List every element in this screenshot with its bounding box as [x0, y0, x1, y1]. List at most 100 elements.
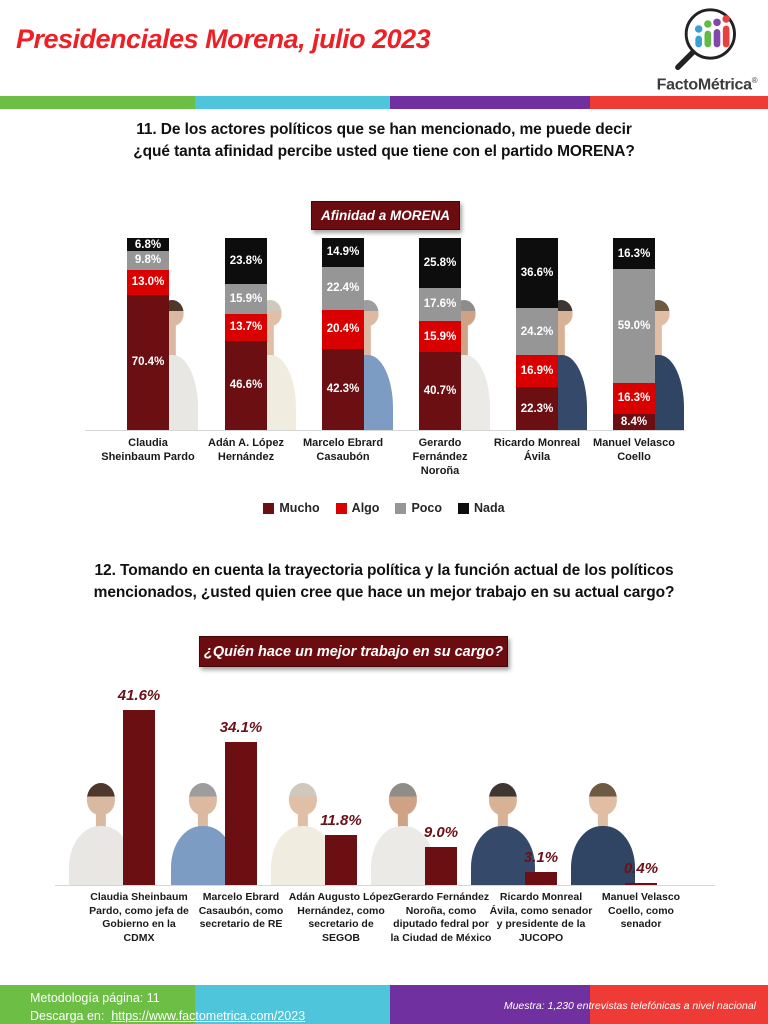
best-job-bar-chart: 41.6% 34.1% 11.8% 9.0% 3.1% 0.4%: [0, 687, 768, 885]
photo-shoulders: [271, 825, 335, 885]
legend-label: Nada: [474, 501, 505, 515]
value-label: 25.8%: [423, 256, 457, 269]
value-label: 22.4%: [326, 282, 360, 295]
value-label: 70.4%: [131, 356, 165, 369]
candidate-photo: [271, 783, 335, 885]
photo-shoulders: [471, 825, 535, 885]
stacked-bar: 42.3% 20.4% 22.4% 14.9%: [322, 238, 364, 430]
photo-head: [188, 783, 218, 815]
value-label: 24.2%: [520, 325, 554, 338]
photo-neck: [265, 320, 275, 360]
photo-neck: [95, 808, 107, 840]
bar-segment-mucho: 42.3%: [322, 348, 364, 430]
bar-segment-mucho: 40.7%: [419, 351, 461, 430]
photo-shoulders: [69, 825, 133, 885]
value-label: 40.7%: [423, 384, 457, 397]
category-label: Gerardo Fernández Noroña, como diputado …: [390, 891, 492, 944]
photo-head: [86, 783, 116, 815]
photo-neck: [497, 808, 509, 840]
photo-shoulders: [571, 825, 635, 885]
download-link[interactable]: https://www.factometrica.com/2023: [111, 1009, 306, 1024]
value-label: 15.9%: [423, 330, 457, 343]
value-label: 23.8%: [229, 254, 263, 267]
stripe-segment: [0, 985, 195, 1024]
bar-segment-poco: 15.9%: [225, 283, 267, 315]
footer-right: Muestra: 1,230 entrevistas telefónicas a…: [504, 987, 756, 1024]
question-11: 11. De los actores políticos que se han …: [133, 121, 635, 160]
bar-segment-mucho: 22.3%: [516, 387, 558, 430]
legend: Mucho Algo Poco Nada: [0, 501, 768, 515]
value-label: 15.9%: [229, 292, 263, 305]
stacked-bar: 46.6% 13.7% 15.9% 23.8%: [225, 238, 267, 430]
value-label: 22.3%: [520, 402, 554, 415]
bar-segment-nada: 16.3%: [613, 238, 655, 270]
photo-neck: [167, 320, 177, 360]
category-label: Adán A. López Hernández: [208, 437, 284, 463]
legend-label: Poco: [411, 501, 443, 515]
candidate-photo: [171, 783, 235, 885]
value-label: 8.4%: [620, 415, 648, 428]
value-label: 42.3%: [326, 383, 360, 396]
legend-swatch: [458, 502, 470, 514]
bar-segment-algo: 13.7%: [225, 314, 267, 341]
brand-name: FactoMétrica®: [656, 76, 758, 94]
stripe-segment: [590, 985, 768, 1024]
bar-segment-algo: 15.9%: [419, 321, 461, 352]
chart1-title: Afinidad a MORENA: [311, 201, 460, 230]
bar-segment-algo: 16.9%: [516, 354, 558, 388]
photo-neck: [597, 808, 609, 840]
bar: [123, 710, 155, 885]
legend-swatch: [263, 502, 275, 514]
value-label: 9.8%: [134, 254, 162, 267]
category-label: Marcelo Ebrard Casaubón: [302, 437, 384, 463]
value-label: 46.6%: [229, 379, 263, 392]
stacked-bar: 70.4% 13.0% 9.8% 6.8%: [127, 238, 169, 430]
bar-segment-nada: 6.8%: [127, 238, 169, 252]
value-label: 20.4%: [326, 323, 360, 336]
value-label: 34.1%: [219, 718, 263, 736]
value-label: 3.1%: [523, 848, 559, 866]
chart1-baseline: [85, 430, 685, 431]
value-label: 14.9%: [326, 246, 360, 259]
bar-segment-algo: 13.0%: [127, 269, 169, 295]
methodology-text: Metodología página: 11: [30, 991, 160, 1005]
stripe-segment: [390, 96, 590, 109]
registered-mark: ®: [751, 76, 758, 85]
decorative-stripe-top: [0, 96, 768, 109]
legend-item-algo: Algo: [335, 501, 380, 515]
bar: [525, 871, 557, 885]
stacked-bar: 22.3% 16.9% 24.2% 36.6%: [516, 238, 558, 430]
stripe-segment: [0, 96, 195, 109]
chart2-baseline: [55, 885, 715, 886]
legend-label: Algo: [351, 501, 380, 515]
question-12: 12. Tomando en cuenta la trayectoria pol…: [93, 562, 675, 601]
bar-segment-nada: 25.8%: [419, 238, 461, 288]
chart1-category-labels: Claudia Sheinbaum Pardo Adán A. López Her…: [0, 437, 768, 501]
legend-swatch: [395, 502, 407, 514]
photo-head: [288, 783, 318, 815]
magnifier-people-icon: [675, 8, 736, 71]
legend-item-poco: Poco: [395, 501, 442, 515]
photo-neck: [556, 320, 566, 360]
photo-shoulders: [171, 825, 235, 885]
photo-head: [388, 783, 418, 815]
photo-head: [588, 783, 618, 815]
photo-shoulders: [371, 825, 435, 885]
bar: [325, 835, 357, 885]
bar: [425, 847, 457, 885]
legend-item-nada: Nada: [458, 501, 505, 515]
bar-segment-poco: 17.6%: [419, 287, 461, 322]
value-label: 6.8%: [134, 238, 162, 251]
bar-segment-mucho: 70.4%: [127, 294, 169, 430]
category-label: Manuel Velasco Coello: [593, 437, 675, 463]
value-label: 16.3%: [617, 247, 651, 260]
bar-segment-nada: 23.8%: [225, 238, 267, 284]
legend-swatch: [335, 502, 347, 514]
category-label: Adán Augusto López Hernández, como secre…: [288, 891, 394, 944]
category-label: Claudia Sheinbaum Pardo, como jefa de Go…: [89, 891, 189, 944]
stripe-segment: [195, 96, 390, 109]
bar-segment-mucho: 8.4%: [613, 413, 655, 430]
value-label: 16.3%: [617, 392, 651, 405]
photo-neck: [653, 320, 663, 360]
